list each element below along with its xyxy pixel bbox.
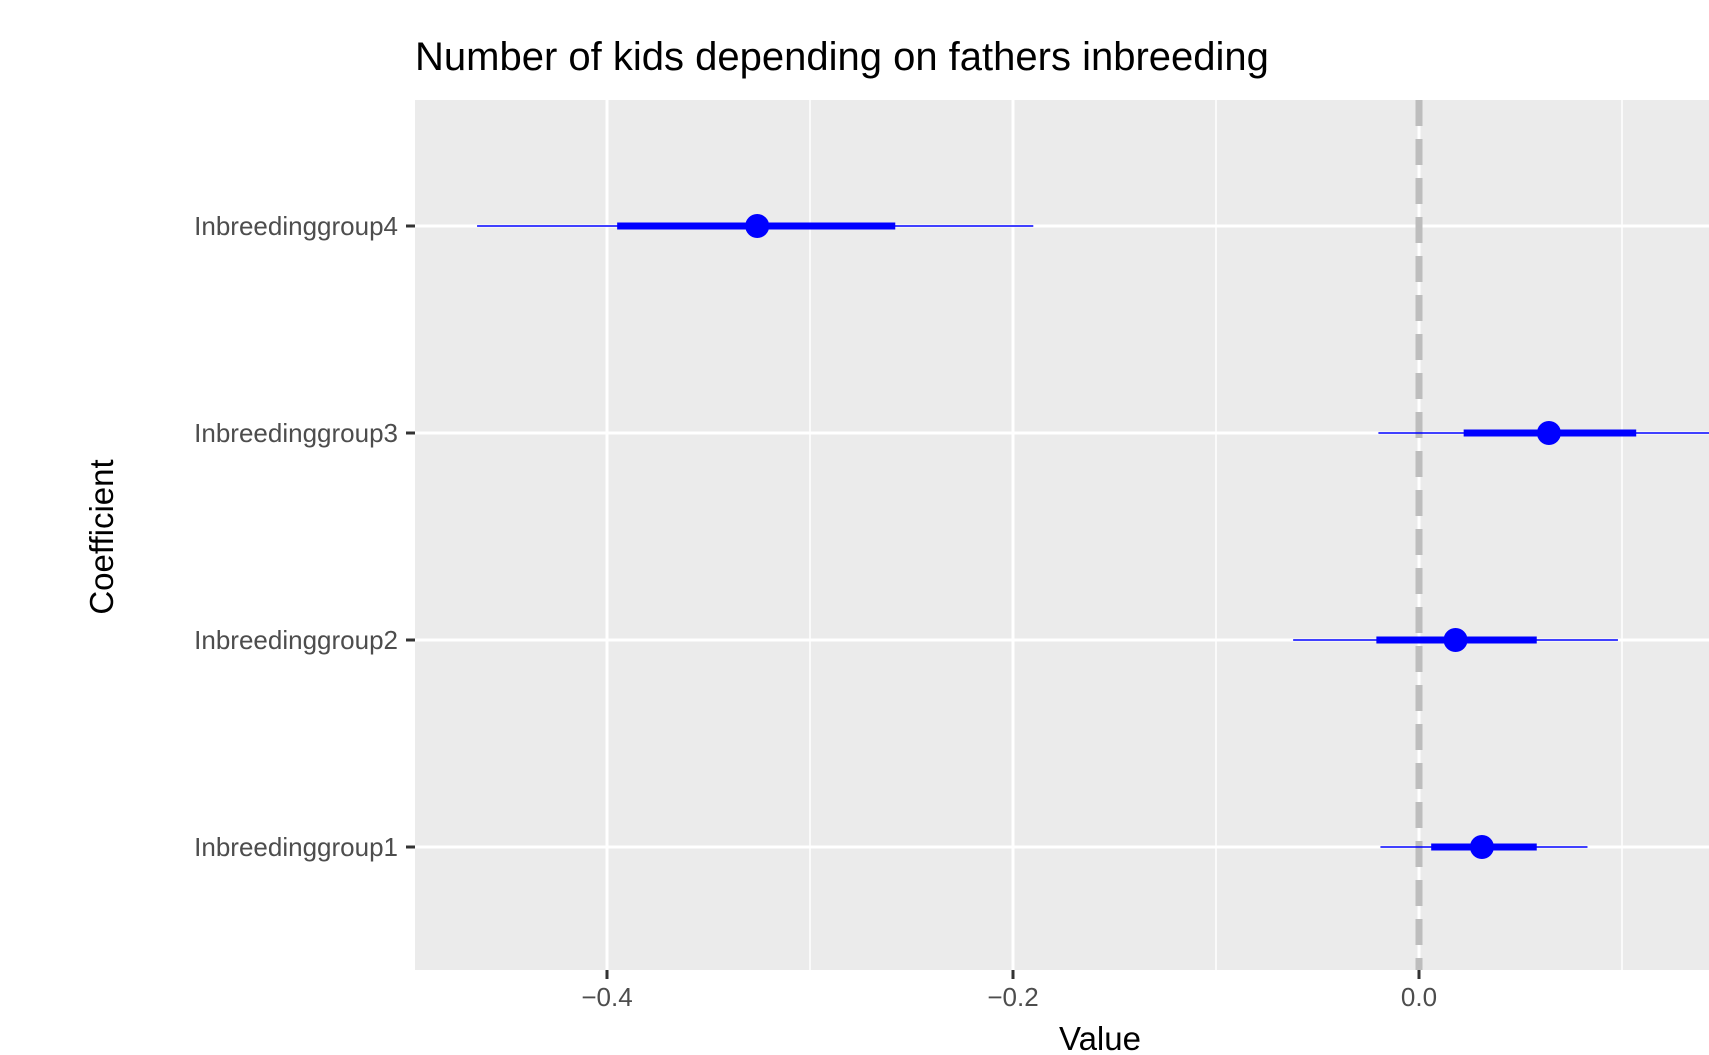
chart-title: Number of kids depending on fathers inbr… [415,35,1269,79]
coefficient-marks [477,214,1709,859]
x-axis-title: Value [1059,1020,1141,1055]
x-tick-label-2: 0.0 [1401,982,1437,1012]
estimate-point-inbreedinggroup3 [1536,421,1561,445]
x-tick-label-1: −0.2 [987,982,1038,1012]
y-axis-title: Coefficient [83,459,120,614]
x-tick-label-0: −0.4 [581,982,632,1012]
y-tick-label-3: Inbreedinggroup1 [194,832,398,862]
y-axis: Inbreedinggroup4 Inbreedinggroup3 Inbreedi… [194,211,415,862]
estimate-point-inbreedinggroup1 [1469,835,1494,859]
estimate-point-inbreedinggroup4 [745,214,770,238]
minor-gridlines [809,100,1623,970]
y-tick-label-2: Inbreedinggroup2 [194,625,398,655]
x-axis: −0.4 −0.2 0.0 [581,970,1437,1012]
estimate-point-inbreedinggroup2 [1443,628,1468,652]
y-tick-label-0: Inbreedinggroup4 [194,211,398,241]
y-tick-label-1: Inbreedinggroup3 [194,418,398,448]
plot-panel [415,100,1709,970]
